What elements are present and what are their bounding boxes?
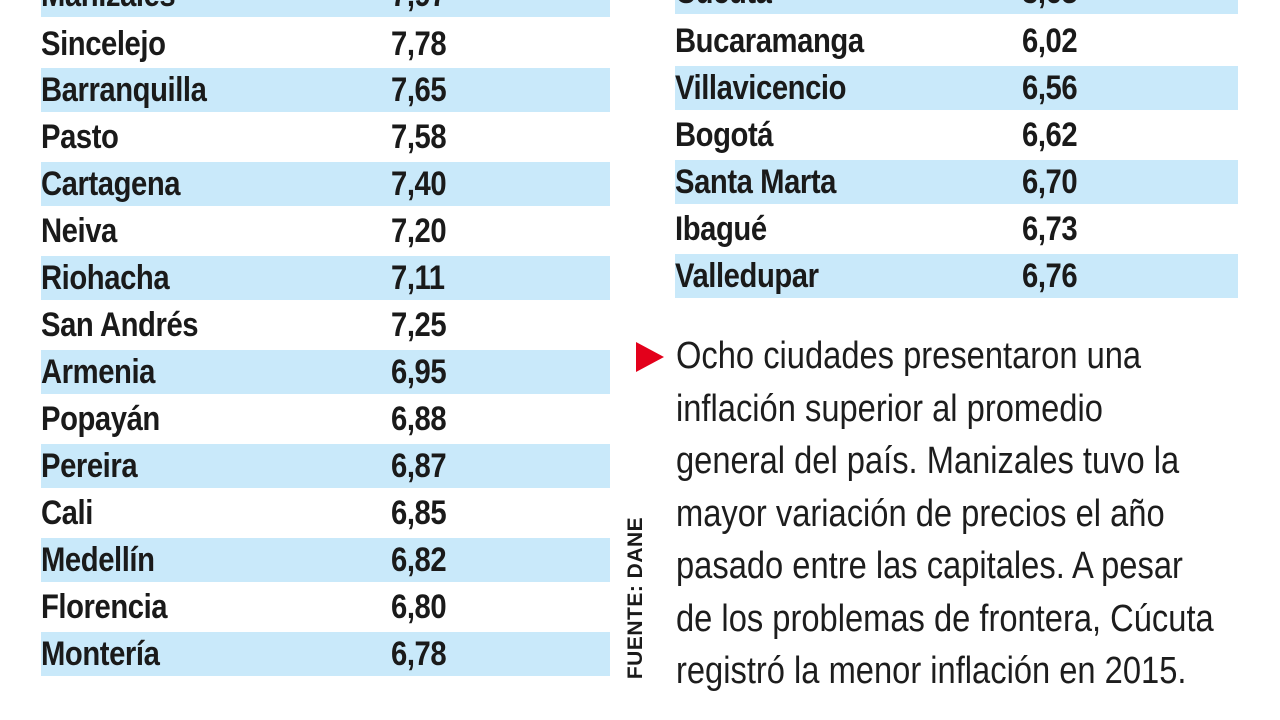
table-row: Bucaramanga 6,02 <box>675 19 1238 63</box>
table-row: Villavicencio 6,56 <box>675 66 1238 110</box>
note-line: mayor variación de precios el año <box>676 492 1165 535</box>
table-row: Armenia 6,95 <box>41 350 610 394</box>
city-name: Armenia <box>41 353 156 391</box>
table-row: San Andrés 7,25 <box>41 303 610 347</box>
inflation-value: 7,40 <box>391 165 447 203</box>
inflation-value: 6,70 <box>1022 163 1078 201</box>
city-name: Manizales <box>41 0 176 17</box>
inflation-value: 6,95 <box>391 353 447 391</box>
note-line: general del país. Manizales tuvo la <box>676 440 1180 482</box>
inflation-value: 6,78 <box>391 635 447 673</box>
table-row: Barranquilla 7,65 <box>41 68 610 112</box>
table-row: Riohacha 7,11 <box>41 256 610 300</box>
city-name: Neiva <box>41 212 117 250</box>
table-row: Santa Marta 6,70 <box>675 160 1238 204</box>
city-name: Cartagena <box>41 165 181 203</box>
table-row: Popayán 6,88 <box>41 397 610 441</box>
city-name: Sincelejo <box>41 25 166 63</box>
inflation-value: 7,25 <box>391 306 447 344</box>
city-name: Bogotá <box>675 116 774 154</box>
city-name: Barranquilla <box>41 71 207 109</box>
inflation-value: 6,80 <box>391 588 447 626</box>
table-row: Medellín 6,82 <box>41 538 610 582</box>
table-row: Sincelejo 7,78 <box>41 22 610 66</box>
note-paragraph: Ocho ciudades presentaron una inflación … <box>676 330 1236 698</box>
inflation-value: 6,62 <box>1022 116 1078 154</box>
inflation-value: 7,58 <box>391 118 447 156</box>
table-row: Pereira 6,87 <box>41 444 610 488</box>
inflation-value: 7,11 <box>391 259 445 297</box>
city-name: Montería <box>41 635 160 673</box>
source-credit: FUENTE: DANE <box>621 515 651 680</box>
city-name: Pasto <box>41 118 119 156</box>
city-name: Valledupar <box>675 257 819 295</box>
table-row: Ibagué 6,73 <box>675 207 1238 251</box>
city-name: San Andrés <box>41 306 199 344</box>
city-name: Bucaramanga <box>675 22 864 60</box>
city-name: Florencia <box>41 588 168 626</box>
inflation-value: 6,73 <box>1022 210 1078 248</box>
note-line: inflación superior al promedio <box>676 387 1103 430</box>
table-row: Bogotá 6,62 <box>675 113 1238 157</box>
city-name: Pereira <box>41 447 138 485</box>
inflation-value: 6,56 <box>1022 69 1078 107</box>
inflation-value: 6,87 <box>391 447 447 485</box>
inflation-value: 7,97 <box>391 0 447 17</box>
table-row: Valledupar 6,76 <box>675 254 1238 298</box>
table-row: Cúcuta 3,68 <box>675 0 1238 14</box>
table-row: Cartagena 7,40 <box>41 162 610 206</box>
inflation-value: 6,02 <box>1022 22 1078 60</box>
note-line: de los problemas de frontera, Cúcuta <box>676 597 1214 640</box>
city-name: Cali <box>41 494 93 532</box>
inflation-value: 3,68 <box>1022 0 1078 14</box>
city-name: Medellín <box>41 541 155 579</box>
table-row: Cali 6,85 <box>41 491 610 535</box>
inflation-value: 7,65 <box>391 71 447 109</box>
table-row: Manizales 7,97 <box>41 0 610 17</box>
inflation-value: 6,88 <box>391 400 447 438</box>
inflation-value: 6,76 <box>1022 257 1078 295</box>
source-label: FUENTE: DANE <box>624 516 647 679</box>
city-name: Cúcuta <box>675 0 772 14</box>
city-name: Ibagué <box>675 210 767 248</box>
city-name: Popayán <box>41 400 160 438</box>
city-name: Santa Marta <box>675 163 837 201</box>
inflation-value: 6,85 <box>391 494 447 532</box>
city-name: Villavicencio <box>675 69 847 107</box>
inflation-value: 7,78 <box>391 25 447 63</box>
inflation-value: 6,82 <box>391 541 447 579</box>
note-line: registró la menor inflación en 2015. <box>676 650 1187 692</box>
city-name: Riohacha <box>41 259 170 297</box>
table-row: Pasto 7,58 <box>41 115 610 159</box>
table-row: Montería 6,78 <box>41 632 610 676</box>
table-row: Florencia 6,80 <box>41 585 610 629</box>
note-line: pasado entre las capitales. A pesar <box>676 545 1183 587</box>
triangle-bullet-icon <box>636 342 664 372</box>
note-line: Ocho ciudades presentaron una <box>676 335 1142 377</box>
inflation-value: 7,20 <box>391 212 447 250</box>
table-row: Neiva 7,20 <box>41 209 610 253</box>
